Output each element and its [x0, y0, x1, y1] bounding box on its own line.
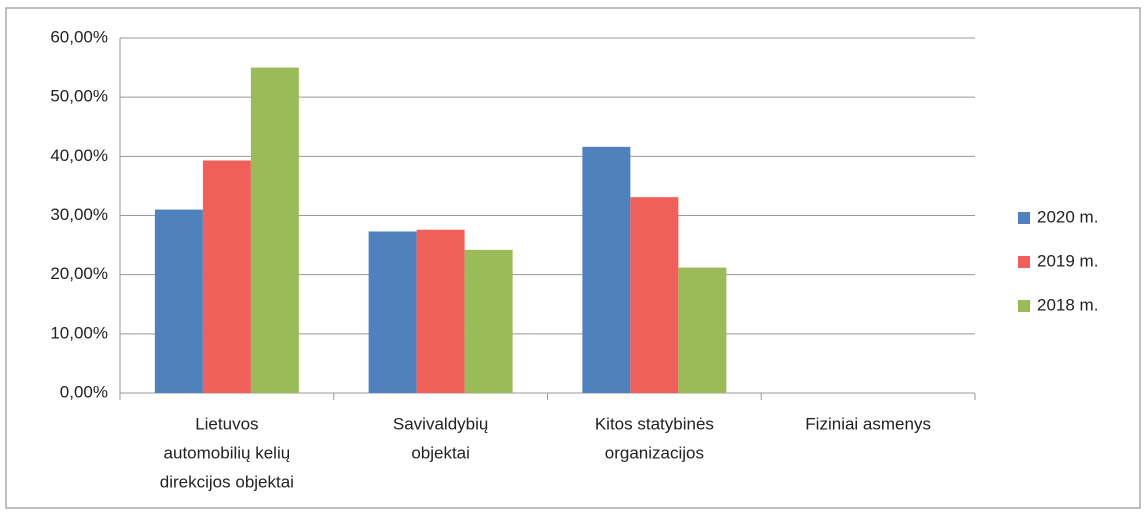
y-tick-label: 20,00%	[50, 264, 108, 283]
x-tick-label: Kitos statybinės	[595, 414, 714, 433]
x-tick-label: Fiziniai asmenys	[805, 414, 931, 433]
legend-swatch	[1018, 212, 1030, 224]
y-tick-label: 0,00%	[60, 382, 108, 401]
bar	[368, 231, 417, 393]
x-tick-label: Lietuvos	[195, 414, 258, 433]
y-tick-label: 10,00%	[50, 323, 108, 342]
x-tick-label: organizacijos	[605, 443, 704, 462]
y-tick-label: 30,00%	[50, 205, 108, 224]
legend-swatch	[1018, 256, 1030, 268]
legend-label: 2019 m.	[1037, 251, 1098, 270]
bar	[154, 209, 203, 393]
bar	[582, 146, 631, 393]
legend-label: 2020 m.	[1037, 207, 1098, 226]
y-tick-label: 40,00%	[50, 146, 108, 165]
bar	[464, 249, 513, 393]
bar	[416, 229, 465, 393]
x-tick-label: Savivaldybių	[393, 414, 488, 433]
legend-swatch	[1018, 300, 1030, 312]
x-tick-label: objektai	[411, 443, 470, 462]
bar	[678, 267, 727, 393]
y-tick-label: 50,00%	[50, 87, 108, 106]
x-tick-label: automobilių kelių	[164, 443, 291, 462]
x-tick-label: direkcijos objektai	[160, 472, 294, 491]
bar	[202, 160, 251, 393]
y-tick-label: 60,00%	[50, 27, 108, 46]
bar	[250, 67, 299, 393]
legend-label: 2018 m.	[1037, 295, 1098, 314]
bar	[630, 197, 679, 393]
